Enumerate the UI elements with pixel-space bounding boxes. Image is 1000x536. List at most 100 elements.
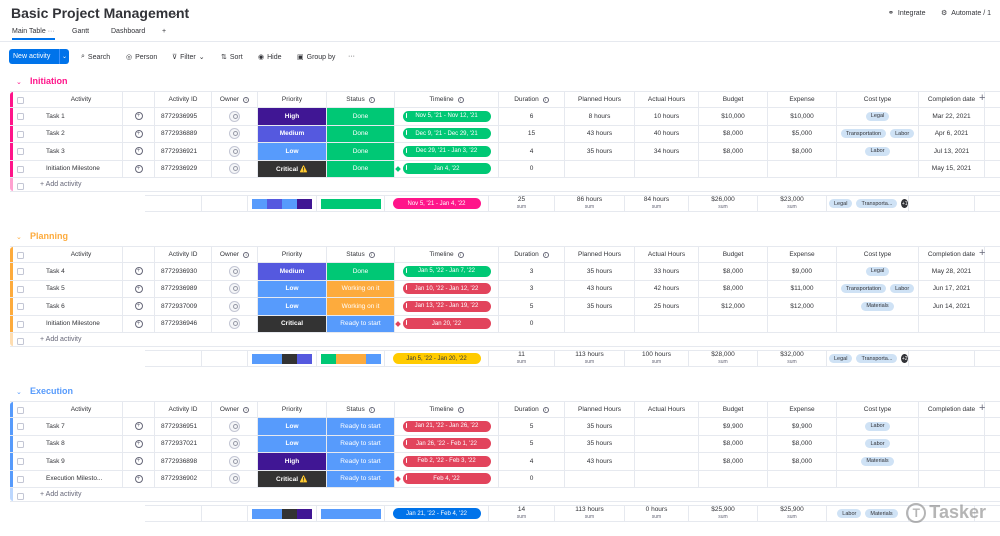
completion-date-cell[interactable]: Apr 6, 2021 [919, 125, 985, 142]
table-row[interactable]: Task 2 +8772936889 Medium Done Dec 9, '21 - … [10, 125, 1000, 143]
column-header-budget[interactable]: Budget [699, 92, 768, 107]
budget-cell[interactable]: $8,000 [699, 263, 768, 280]
column-header-planned[interactable]: Planned Hours [565, 92, 635, 107]
expense-cell[interactable]: $8,000 [768, 143, 837, 160]
info-icon[interactable]: i [542, 406, 549, 413]
completion-date-cell[interactable]: Jun 14, 2021 [919, 298, 985, 315]
more-actions-button[interactable]: ··· [348, 53, 355, 60]
timeline-cell[interactable]: Dec 29, '21 - Jan 3, '22 [395, 143, 499, 160]
owner-cell[interactable] [212, 418, 258, 435]
column-header-owner[interactable]: Owner i [212, 92, 258, 107]
activity-name[interactable]: Task 6 [40, 298, 123, 315]
priority-distribution-bar[interactable] [248, 196, 317, 211]
status-cell[interactable]: Done [327, 160, 395, 177]
add-activity-label[interactable]: + Add activity [40, 181, 82, 188]
priority-cell[interactable]: Critical [258, 315, 327, 332]
column-header-activity[interactable]: Activity [40, 247, 123, 262]
column-header-duration[interactable]: Duration i [499, 402, 565, 417]
budget-cell[interactable]: $10,000 [699, 108, 768, 125]
completion-date-cell[interactable] [919, 453, 985, 470]
column-header-id[interactable]: Activity ID [155, 247, 212, 262]
timeline-cell[interactable]: Jan 10, '22 - Jan 12, '22 [395, 280, 499, 297]
status-distribution-bar[interactable] [317, 506, 385, 521]
add-activity-row[interactable]: + Add activity [10, 333, 1000, 347]
add-update-icon[interactable]: + [134, 439, 143, 448]
summary-expense[interactable]: $25,900 sum [758, 506, 827, 521]
row-checkbox[interactable] [17, 148, 24, 155]
avatar[interactable] [229, 145, 240, 157]
row-checkbox[interactable] [17, 268, 24, 275]
summary-planned[interactable]: 86 hours sum [555, 196, 625, 211]
person-button[interactable]: ◎ Person [126, 53, 158, 62]
conversation-cell[interactable]: + [123, 160, 155, 177]
expense-cell[interactable]: $8,000 [768, 453, 837, 470]
priority-cell[interactable]: High [258, 108, 327, 125]
cost-type-cell[interactable]: Legal [837, 263, 919, 280]
completion-date-cell[interactable]: Jul 13, 2021 [919, 143, 985, 160]
add-update-icon[interactable]: + [134, 267, 143, 276]
table-row[interactable]: Task 7 +8772936951 Low Ready to start Jan 21… [10, 418, 1000, 436]
add-column-button[interactable]: + [979, 247, 986, 259]
table-row[interactable]: Task 3 +8772936921 Low Done Dec 29, '21 - Ja… [10, 143, 1000, 161]
column-header-timeline[interactable]: Timeline i [395, 92, 499, 107]
actual-cell[interactable]: 40 hours [635, 125, 699, 142]
add-activity-label[interactable]: + Add activity [40, 336, 82, 343]
add-update-icon[interactable]: + [134, 129, 143, 138]
actual-cell[interactable] [635, 470, 699, 487]
planned-cell[interactable]: 43 hours [565, 453, 635, 470]
budget-cell[interactable]: $8,000 [699, 143, 768, 160]
column-header-activity[interactable]: Activity [40, 402, 123, 417]
avatar[interactable] [229, 283, 240, 295]
conversation-cell[interactable]: + [123, 298, 155, 315]
column-header-budget[interactable]: Budget [699, 247, 768, 262]
priority-cell[interactable]: Low [258, 435, 327, 452]
column-header-expense[interactable]: Expense [768, 92, 837, 107]
expense-cell[interactable]: $5,000 [768, 125, 837, 142]
cost-type-cell[interactable]: Transportation Labor [837, 125, 919, 142]
conversation-cell[interactable]: + [123, 280, 155, 297]
group-title[interactable]: Planning [30, 231, 68, 241]
summary-budget[interactable]: $25,900 sum [689, 506, 758, 521]
table-row[interactable]: Task 1 +8772936995 High Done Nov 5, '21 - No… [10, 108, 1000, 126]
actual-cell[interactable] [635, 315, 699, 332]
summary-planned[interactable]: 113 hours sum [555, 506, 625, 521]
summary-spacer[interactable] [145, 196, 202, 211]
select-all-checkbox[interactable] [17, 252, 24, 259]
timeline-cell[interactable]: Jan 26, '22 - Feb 1, '22 [395, 435, 499, 452]
info-icon[interactable]: i [542, 251, 549, 258]
summary-duration[interactable]: 11 sum [489, 351, 555, 366]
conversation-cell[interactable]: + [123, 125, 155, 142]
duration-cell[interactable]: 5 [499, 435, 565, 452]
chevron-down-icon[interactable]: ⌄ [16, 79, 22, 86]
column-header-cost[interactable]: Cost type [837, 247, 919, 262]
conversation-cell[interactable]: + [123, 108, 155, 125]
summary-cost-types[interactable]: Legal Transporta... +2 [827, 351, 909, 366]
row-checkbox[interactable] [17, 320, 24, 328]
column-header-status[interactable]: Status i [327, 92, 395, 107]
duration-cell[interactable]: 15 [499, 125, 565, 142]
select-all-checkbox[interactable] [17, 407, 24, 414]
group-title[interactable]: Execution [30, 386, 74, 396]
timeline-pill[interactable]: Jan 13, '22 - Jan 19, '22 [402, 300, 491, 312]
add-update-icon[interactable]: + [134, 147, 143, 156]
priority-cell[interactable]: Low [258, 143, 327, 160]
expense-cell[interactable]: $11,000 [768, 280, 837, 297]
actual-cell[interactable] [635, 418, 699, 435]
tab-gantt[interactable]: Gantt [72, 28, 90, 35]
actual-cell[interactable]: 10 hours [635, 108, 699, 125]
status-cell[interactable]: Ready to start [327, 453, 395, 470]
new-activity-button[interactable]: New activity ⌄ [9, 49, 69, 64]
completion-date-cell[interactable]: May 28, 2021 [919, 263, 985, 280]
duration-cell[interactable]: 3 [499, 280, 565, 297]
column-header-priority[interactable]: Priority [258, 247, 327, 262]
search-button[interactable]: ⌕ Search [81, 53, 111, 61]
owner-cell[interactable] [212, 453, 258, 470]
budget-cell[interactable] [699, 160, 768, 177]
owner-cell[interactable] [212, 435, 258, 452]
info-icon[interactable]: i [457, 96, 464, 103]
avatar[interactable] [229, 455, 240, 467]
expense-cell[interactable]: $8,000 [768, 435, 837, 452]
completion-date-cell[interactable]: May 15, 2021 [919, 160, 985, 177]
budget-cell[interactable]: $8,000 [699, 280, 768, 297]
cost-type-cell[interactable]: Labor [837, 435, 919, 452]
